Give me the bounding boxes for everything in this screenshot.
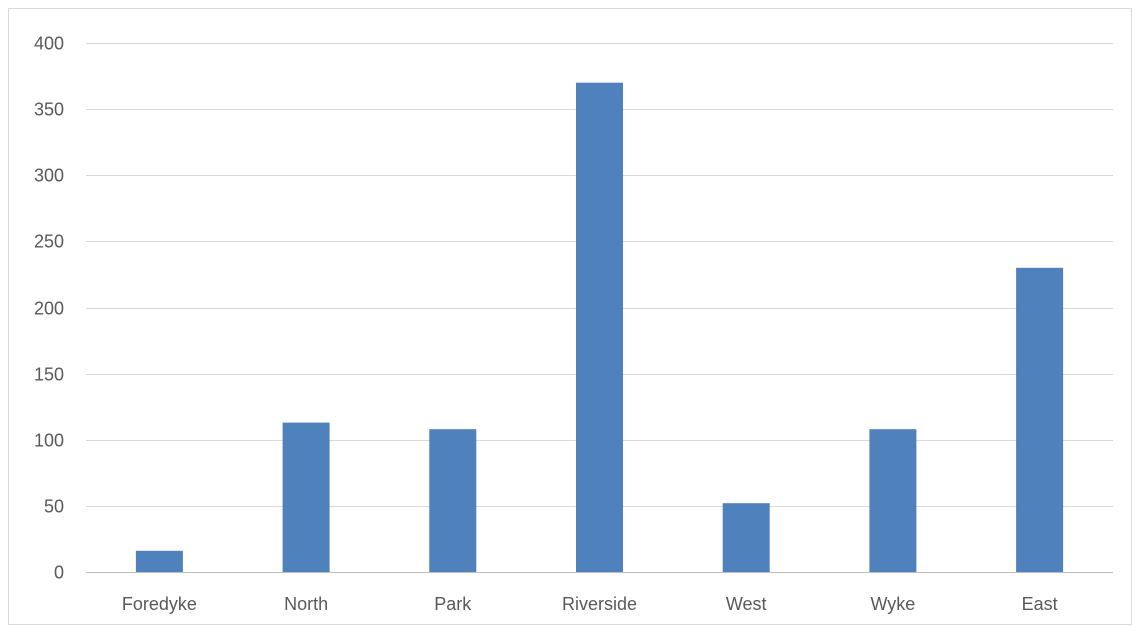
y-tick-label: 400	[34, 34, 64, 54]
bar-west	[722, 503, 770, 572]
y-tick-label: 300	[34, 166, 64, 186]
y-tick-label: 100	[34, 431, 64, 451]
bar-wyke	[869, 429, 917, 572]
y-axis-tick-labels: 0 50 100 150 200 250 300 350 400	[34, 34, 64, 583]
x-tick-label-north: North	[284, 594, 328, 614]
y-tick-label: 250	[34, 232, 64, 252]
bars	[135, 82, 1064, 572]
x-tick-label-east: East	[1022, 594, 1058, 614]
bar-foredyke	[135, 550, 183, 572]
bar-east	[1016, 267, 1064, 572]
bar-north	[282, 422, 330, 572]
x-axis-tick-labels: Foredyke North Park Riverside West Wyke East	[122, 594, 1058, 614]
y-tick-label: 350	[34, 100, 64, 120]
y-tick-label: 200	[34, 299, 64, 319]
x-tick-label-wyke: Wyke	[870, 594, 915, 614]
y-tick-label: 0	[54, 563, 64, 583]
y-tick-label: 50	[44, 497, 64, 517]
y-tick-label: 150	[34, 365, 64, 385]
bar-riverside	[576, 82, 623, 572]
chart-frame	[8, 8, 1132, 625]
x-tick-label-west: West	[726, 594, 767, 614]
x-tick-label-park: Park	[434, 594, 472, 614]
x-tick-label-riverside: Riverside	[562, 594, 637, 614]
x-tick-label-foredyke: Foredyke	[122, 594, 197, 614]
bar-park	[429, 429, 477, 572]
